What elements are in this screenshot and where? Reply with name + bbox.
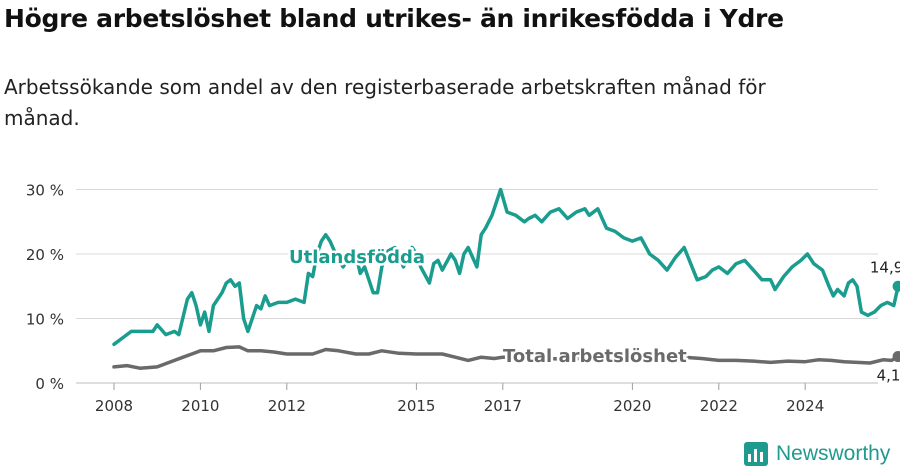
- x-tick-label: 2008: [95, 397, 133, 415]
- series-label-foreign-born: Utlandsfödda: [289, 247, 425, 268]
- x-tick-label: 2012: [268, 397, 306, 415]
- y-tick-label: 20 %: [26, 246, 64, 264]
- end-point-marker: [892, 280, 900, 292]
- x-tick-label: 2017: [484, 397, 522, 415]
- series-label-total: Total arbetslöshet: [503, 346, 687, 367]
- chart-subtitle: Arbetssökande som andel av den registerb…: [4, 75, 766, 130]
- newsworthy-logo[interactable]: Newsworthy: [744, 442, 890, 466]
- foreign-born-line: [112, 187, 900, 347]
- y-tick-label: 30 %: [26, 182, 64, 200]
- x-tick-label: 2010: [181, 397, 219, 415]
- brand-name: Newsworthy: [776, 442, 891, 465]
- x-tick-label: 2015: [397, 397, 435, 415]
- bar-chart-icon: [744, 442, 768, 466]
- total-unemployment-line: [112, 345, 900, 370]
- x-tick-label: 2020: [613, 397, 651, 415]
- y-tick-label: 0 %: [35, 375, 64, 393]
- end-point-marker: [892, 351, 900, 363]
- chart-title: Högre arbetslöshet bland utrikes- än inr…: [4, 4, 784, 33]
- end-value-label: 14,9 %: [870, 258, 900, 276]
- y-tick-label: 10 %: [26, 311, 64, 329]
- x-tick-label: 2024: [786, 397, 824, 415]
- end-value-label: 4,1 %: [877, 367, 900, 385]
- x-tick-label: 2022: [700, 397, 738, 415]
